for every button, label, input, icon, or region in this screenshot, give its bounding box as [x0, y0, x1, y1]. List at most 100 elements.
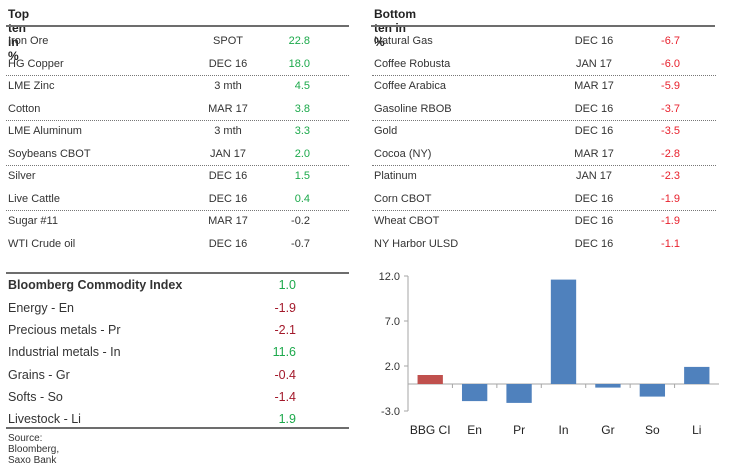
y-tick-label: 2.0	[385, 361, 400, 373]
index-component-row: Grains - Gr -0.4	[8, 364, 328, 387]
commodity-name: WTI Crude oil	[8, 237, 76, 250]
contract-expiry: JAN 17	[575, 170, 613, 182]
contract-expiry: DEC 16	[574, 35, 614, 47]
contract-expiry: JAN 17	[575, 57, 613, 70]
component-value: -1.4	[274, 389, 296, 404]
bar-so	[639, 384, 666, 397]
commodity-name: Gasoline RBOB	[374, 102, 452, 115]
commodity-name: Gold	[374, 125, 398, 137]
commodity-name: Sugar #11	[8, 215, 58, 227]
contract-expiry: MAR 17	[208, 102, 248, 115]
component-name: Livestock - Li	[8, 412, 81, 426]
commodity-name: LME Zinc	[8, 80, 55, 92]
percent-change: -1.1	[661, 237, 680, 250]
x-tick-label: En	[467, 423, 482, 437]
contract-expiry: MAR 17	[208, 215, 248, 227]
contract-expiry: JAN 17	[209, 147, 247, 160]
percent-change: -2.8	[661, 147, 680, 160]
top-ten-row: LME Aluminum 3 mth 3.3	[8, 120, 348, 142]
index-component-row: Softs - So -1.4	[8, 386, 328, 409]
commodity-name: NY Harbor ULSD	[374, 237, 459, 250]
percent-change: -1.9	[661, 215, 680, 227]
row-separator	[372, 74, 716, 76]
bottom-ten-row: Natural Gas DEC 16 -6.7	[374, 30, 714, 52]
bar-en	[461, 384, 488, 402]
index-table-bottom-rule	[6, 427, 349, 429]
index-table-top-rule	[6, 272, 349, 274]
contract-expiry: DEC 16	[574, 192, 614, 205]
x-tick-label: In	[558, 423, 568, 437]
contract-expiry: 3 mth	[214, 80, 242, 92]
commodity-name: Platinum	[374, 170, 417, 182]
percent-change: -2.3	[661, 170, 680, 182]
commodity-name: Silver	[8, 170, 36, 182]
component-name: Grains - Gr	[8, 367, 70, 382]
component-name: Energy - En	[8, 301, 75, 315]
row-separator	[6, 119, 349, 121]
row-separator	[372, 164, 716, 166]
percent-change: 18.0	[288, 57, 310, 70]
top-ten-row: HG Copper DEC 16 18.0	[8, 53, 348, 75]
index-component-row: Livestock - Li 1.9	[8, 408, 328, 431]
commodity-name: Live Cattle	[8, 192, 60, 205]
x-tick-label: Li	[692, 423, 701, 437]
bottom-ten-row: Coffee Robusta JAN 17 -6.0	[374, 53, 714, 75]
contract-expiry: DEC 16	[208, 170, 248, 182]
index-title: Bloomberg Commodity Index	[8, 278, 183, 292]
index-component-row: Energy - En -1.9	[8, 297, 328, 320]
percent-change: 3.8	[294, 102, 310, 115]
bar-in	[550, 279, 577, 384]
top-ten-row: Cotton MAR 17 3.8	[8, 98, 348, 120]
component-value: 11.6	[272, 345, 296, 360]
percent-change: -3.5	[661, 125, 680, 137]
contract-expiry: MAR 17	[574, 147, 614, 160]
bottom-ten-title: Bottom ten in %	[374, 7, 416, 49]
top-ten-header-rule	[6, 25, 349, 27]
percent-change: -1.9	[661, 192, 680, 205]
y-tick-label: 12.0	[379, 271, 400, 283]
row-separator	[372, 209, 716, 211]
percent-change: -3.7	[661, 102, 680, 115]
commodity-name: Iron Ore	[8, 35, 49, 47]
commodity-name: Wheat CBOT	[374, 215, 440, 227]
contract-expiry: DEC 16	[574, 125, 614, 137]
commodity-name: HG Copper	[8, 57, 64, 70]
row-separator	[372, 119, 716, 121]
contract-expiry: DEC 16	[574, 215, 614, 227]
contract-expiry: SPOT	[213, 35, 243, 47]
top-ten-row: Sugar #11 MAR 17 -0.2	[8, 210, 348, 232]
index-title-value: 1.0	[278, 278, 296, 292]
contract-expiry: DEC 16	[208, 192, 248, 205]
bar-pr	[506, 384, 532, 403]
contract-expiry: DEC 16	[574, 102, 614, 115]
component-value: -1.9	[274, 301, 296, 315]
percent-change: 0.4	[294, 192, 310, 205]
commodity-name: Cocoa (NY)	[374, 147, 432, 160]
component-value: -2.1	[274, 323, 296, 338]
top-ten-row: LME Zinc 3 mth 4.5	[8, 75, 348, 97]
bottom-ten-row: Wheat CBOT DEC 16 -1.9	[374, 210, 714, 232]
top-ten-row: Iron Ore SPOT 22.8	[8, 30, 348, 52]
component-name: Precious metals - Pr	[8, 323, 121, 338]
index-bar-chart: -3.0 2.0 7.0 12.0 BBG CI En Pr In Gr So Li	[379, 271, 719, 437]
contract-expiry: DEC 16	[208, 57, 248, 70]
bottom-ten-row: Corn CBOT DEC 16 -1.9	[374, 188, 714, 210]
top-ten-row: Soybeans CBOT JAN 17 2.0	[8, 143, 348, 165]
commodity-name: Cotton	[8, 102, 41, 115]
row-separator	[6, 209, 349, 211]
component-name: Softs - So	[8, 389, 63, 404]
top-ten-row: WTI Crude oil DEC 16 -0.7	[8, 233, 348, 255]
percent-change: 1.5	[294, 170, 310, 182]
commodity-name: Soybeans CBOT	[8, 147, 91, 160]
bottom-ten-row: Gold DEC 16 -3.5	[374, 120, 714, 142]
commodity-name: Corn CBOT	[374, 192, 432, 205]
x-tick-label: Gr	[601, 423, 614, 437]
x-tick-label: BBG CI	[410, 423, 451, 437]
contract-expiry: 3 mth	[214, 125, 242, 137]
y-tick-label: 7.0	[385, 316, 400, 328]
bottom-ten-row: NY Harbor ULSD DEC 16 -1.1	[374, 233, 714, 255]
percent-change: 4.5	[294, 80, 310, 92]
percent-change: 2.0	[294, 147, 310, 160]
bar-gr	[595, 384, 621, 388]
index-component-row: Industrial metals - In 11.6	[8, 341, 328, 364]
